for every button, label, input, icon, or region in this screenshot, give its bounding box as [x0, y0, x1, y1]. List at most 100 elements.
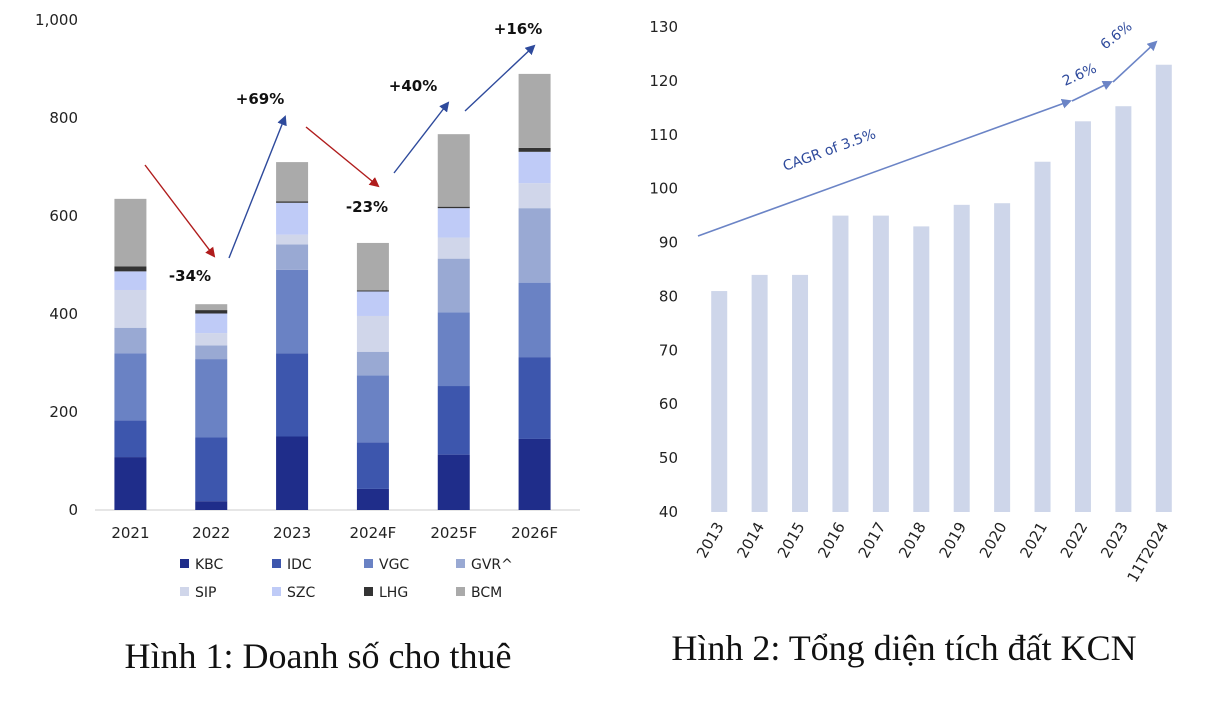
y-tick-label: 200	[49, 403, 78, 421]
bar-segment-bcm	[195, 304, 228, 311]
bar-segment-sip	[356, 315, 389, 352]
x-tick-label: 2024F	[350, 524, 397, 542]
x-tick-label: 2022	[192, 524, 230, 542]
x-tick-label: 2013	[693, 519, 728, 561]
y-tick-label: 120	[649, 72, 678, 90]
bar	[994, 203, 1011, 512]
x-tick-label: 2023	[273, 524, 311, 542]
bar-segment-idc	[114, 420, 147, 458]
bar-segment-sip	[518, 183, 551, 209]
cagr-label: CAGR of 3.5%	[781, 126, 878, 174]
bar	[872, 215, 889, 512]
y-tick-label: 80	[659, 287, 678, 305]
figure-1-caption: Hình 1: Doanh số cho thuê	[125, 636, 512, 676]
y-tick-label: 60	[659, 395, 678, 413]
cagr-arrow	[697, 99, 1072, 237]
bar-segment-szc	[518, 151, 551, 184]
x-tick-label: 2022	[1057, 519, 1092, 561]
bar	[1034, 161, 1051, 512]
bar-segment-lhg	[276, 201, 309, 203]
x-tick-label: 2018	[895, 519, 930, 561]
x-tick-label: 2020	[976, 519, 1011, 561]
bar	[832, 215, 849, 512]
legend-label: KBC	[195, 557, 224, 573]
bar-segment-lhg	[114, 266, 147, 272]
x-tick-label: 2014	[733, 519, 768, 561]
bar-segment-vgc	[195, 359, 228, 438]
legend-swatch	[364, 559, 373, 568]
growth-arrow	[1112, 40, 1158, 83]
bar-segment-bcm	[518, 73, 551, 148]
bar-segment-sip	[195, 333, 228, 346]
x-tick-label: 2019	[935, 519, 970, 561]
bar-segment-kbc	[518, 438, 551, 510]
bar-segment-szc	[356, 291, 389, 316]
bar-segment-sip	[437, 237, 470, 259]
legend-label: GVR^	[471, 557, 513, 573]
growth-label: 2.6%	[1060, 61, 1099, 90]
bar-segment-lhg	[356, 290, 389, 292]
bar-segment-idc	[437, 386, 470, 455]
bar	[1074, 121, 1091, 513]
bar-segment-idc	[195, 437, 228, 502]
bar-segment-idc	[356, 442, 389, 489]
growth-label: 6.6%	[1098, 19, 1136, 54]
y-tick-label: 800	[49, 109, 78, 127]
legend-label: SZC	[287, 585, 315, 601]
rental-sales-chart: 0 200 400 600 800 1,000 2021 2022 2023 2024F 2025…	[35, 11, 580, 676]
legend-swatch	[456, 587, 465, 596]
y-tick-label: 90	[659, 234, 678, 252]
bar-segment-kbc	[114, 457, 147, 510]
bar-segment-bcm	[437, 134, 470, 207]
growth-arrow	[1071, 81, 1113, 102]
legend-swatch	[272, 587, 281, 596]
y-tick-label: 600	[49, 207, 78, 225]
bar-segment-szc	[276, 202, 309, 235]
bar-segment-bcm	[356, 242, 389, 291]
x-tick-label: 2021	[1016, 519, 1051, 561]
bar-segment-vgc	[437, 312, 470, 387]
bar-segment-idc	[276, 353, 309, 437]
bar-segment-kbc	[437, 454, 470, 510]
growth-label: -23%	[346, 198, 388, 216]
bar-segment-lhg	[437, 206, 470, 209]
legend-swatch	[456, 559, 465, 568]
trend-arrow	[393, 101, 450, 174]
y-tick-label: 110	[649, 126, 678, 144]
bar-segment-gvr	[437, 258, 470, 313]
growth-label: -34%	[169, 267, 211, 285]
bar	[711, 291, 728, 512]
x-tick-label: 2021	[111, 524, 149, 542]
y-tick-label: 400	[49, 305, 78, 323]
trend-arrow	[228, 115, 287, 259]
growth-label: +16%	[494, 20, 542, 38]
y-tick-label: 100	[649, 180, 678, 198]
legend-swatch	[364, 587, 373, 596]
bar-segment-kbc	[195, 501, 228, 510]
legend-swatch	[180, 559, 189, 568]
bar-segment-gvr	[356, 351, 389, 376]
bar-segment-bcm	[114, 198, 147, 267]
legend-swatch	[272, 559, 281, 568]
bar-segment-vgc	[114, 353, 147, 421]
x-tick-label: 2016	[814, 519, 849, 561]
legend-label: BCM	[471, 585, 502, 601]
bar	[953, 204, 970, 513]
growth-label: +40%	[389, 77, 437, 95]
legend-label: SIP	[195, 585, 216, 601]
legend-label: LHG	[379, 585, 408, 601]
legend-swatch	[180, 587, 189, 596]
bar-segment-vgc	[276, 269, 309, 354]
bar	[1115, 106, 1132, 512]
y-tick-label: 70	[659, 341, 678, 359]
bar-segment-gvr	[518, 208, 551, 283]
x-tick-label: 2023	[1097, 519, 1132, 561]
x-tick-label: 2015	[774, 519, 809, 561]
bar-segment-bcm	[276, 162, 309, 202]
x-tick-label: 2025F	[430, 524, 477, 542]
x-tick-label: 2026F	[511, 524, 558, 542]
bar	[913, 226, 930, 512]
bar	[751, 274, 768, 512]
bar-segment-gvr	[276, 244, 309, 270]
bar-segment-gvr	[195, 345, 228, 360]
